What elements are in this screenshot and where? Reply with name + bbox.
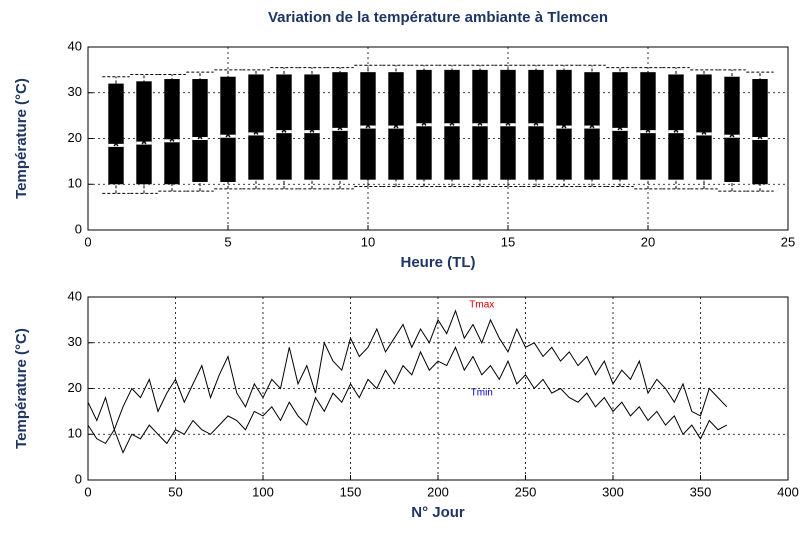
mean-marker: * (673, 125, 680, 142)
x-tick-label: 350 (690, 484, 712, 499)
box (192, 79, 208, 182)
box (248, 74, 264, 180)
box (136, 81, 152, 185)
x-tick-label: 250 (515, 484, 537, 499)
series-label: Tmax (469, 300, 494, 311)
mean-marker: * (337, 123, 344, 140)
x-tick-label: 100 (252, 484, 274, 499)
plot-frame (87, 296, 789, 481)
plot-frame (87, 46, 789, 231)
box (612, 72, 628, 180)
mean-marker: * (365, 120, 372, 137)
mean-marker: * (197, 132, 204, 149)
x-tick-label: 50 (168, 484, 182, 499)
x-axis-label: N° Jour (411, 504, 465, 521)
mean-marker: * (449, 118, 456, 135)
x-tick-label: 10 (361, 234, 375, 249)
mean-marker: * (141, 136, 148, 153)
x-tick-label: 15 (501, 234, 515, 249)
box (640, 72, 656, 180)
y-tick-label: 20 (68, 130, 82, 145)
box (220, 76, 236, 182)
mean-marker: * (253, 127, 260, 144)
box (332, 72, 348, 180)
mean-marker: * (477, 118, 484, 135)
y-tick-label: 40 (68, 38, 82, 53)
x-tick-label: 0 (84, 234, 91, 249)
box (752, 79, 768, 185)
y-tick-label: 10 (68, 426, 82, 441)
mean-marker: * (225, 129, 232, 146)
x-tick-label: 150 (340, 484, 362, 499)
mean-marker: * (533, 118, 540, 135)
x-tick-label: 400 (777, 484, 799, 499)
box (696, 74, 712, 180)
mean-marker: * (729, 129, 736, 146)
x-tick-label: 200 (427, 484, 449, 499)
mean-marker: * (421, 118, 428, 135)
box (108, 83, 124, 185)
x-axis-label: Heure (TL) (401, 254, 476, 271)
mean-marker: * (309, 125, 316, 142)
series-line (87, 309, 728, 432)
mean-marker: * (617, 123, 624, 140)
mean-marker: * (393, 120, 400, 137)
box (304, 74, 320, 180)
box (276, 74, 292, 180)
y-tick-label: 10 (68, 176, 82, 191)
y-tick-label: 40 (68, 288, 82, 303)
mean-marker: * (505, 118, 512, 135)
mean-marker: * (645, 125, 652, 142)
y-tick-label: 0 (75, 221, 82, 236)
mean-marker: * (757, 132, 764, 149)
y-tick-label: 30 (68, 334, 82, 349)
x-tick-label: 300 (602, 484, 624, 499)
box (556, 69, 572, 180)
mean-marker: * (561, 120, 568, 137)
y-axis-label: Température (°C) (13, 328, 30, 449)
box (724, 76, 740, 182)
y-tick-label: 0 (75, 471, 82, 486)
x-tick-label: 0 (84, 484, 91, 499)
box (164, 79, 180, 185)
y-tick-label: 20 (68, 380, 82, 395)
mean-marker: * (113, 139, 120, 156)
mean-marker: * (169, 134, 176, 151)
box (668, 74, 684, 180)
x-tick-label: 5 (224, 234, 231, 249)
series-label: Tmin (471, 388, 493, 399)
mean-marker: * (589, 120, 596, 137)
x-tick-label: 20 (641, 234, 655, 249)
y-tick-label: 30 (68, 84, 82, 99)
y-axis-label: Température (°C) (13, 78, 30, 199)
mean-marker: * (701, 127, 708, 144)
mean-marker: * (281, 125, 288, 142)
series-line (87, 346, 728, 454)
chart-title: Variation de la température ambiante à T… (268, 9, 608, 26)
x-tick-label: 25 (781, 234, 795, 249)
